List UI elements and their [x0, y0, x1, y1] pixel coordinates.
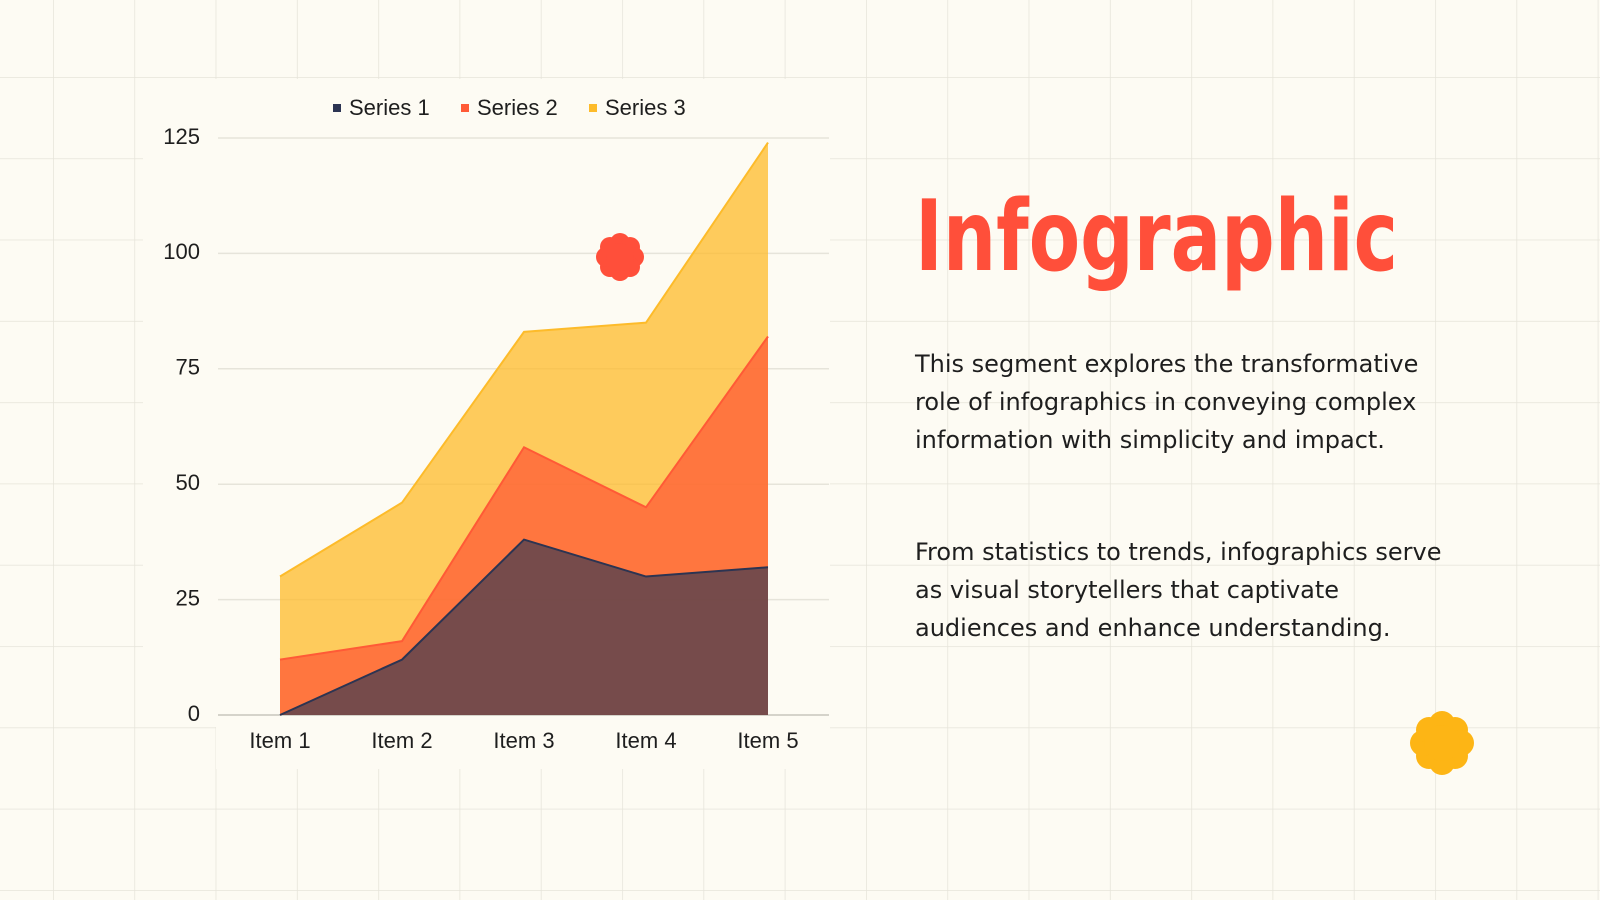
area	[280, 539, 768, 715]
x-tick-label: Item 4	[615, 728, 676, 753]
y-tick-label: 125	[163, 124, 200, 149]
legend-label: Series 1	[349, 95, 430, 120]
paragraph: This segment explores the transformative…	[915, 350, 1419, 454]
x-tick-label: Item 2	[371, 728, 432, 753]
y-tick-label: 50	[176, 470, 200, 495]
slide-title: Infographic	[915, 180, 1398, 294]
y-tick-label: 0	[188, 701, 200, 726]
x-tick-label: Item 3	[493, 728, 554, 753]
legend-label: Series 3	[605, 95, 686, 120]
area-edge	[279, 538, 769, 716]
y-tick-label: 25	[176, 585, 200, 610]
x-tick-label: Item 1	[249, 728, 310, 753]
paragraph: From statistics to trends, infographics …	[915, 538, 1442, 642]
y-tick-label: 100	[163, 239, 200, 264]
flower-red	[596, 233, 644, 281]
x-tick-label: Item 5	[737, 728, 798, 753]
area-edge	[279, 335, 769, 661]
legend-label: Series 2	[477, 95, 558, 120]
y-tick-label: 75	[176, 355, 200, 380]
legend-marker	[589, 104, 597, 112]
legend-marker	[333, 104, 341, 112]
legend-marker	[461, 104, 469, 112]
area-edge	[279, 142, 769, 578]
flower-yellow	[1410, 711, 1474, 775]
